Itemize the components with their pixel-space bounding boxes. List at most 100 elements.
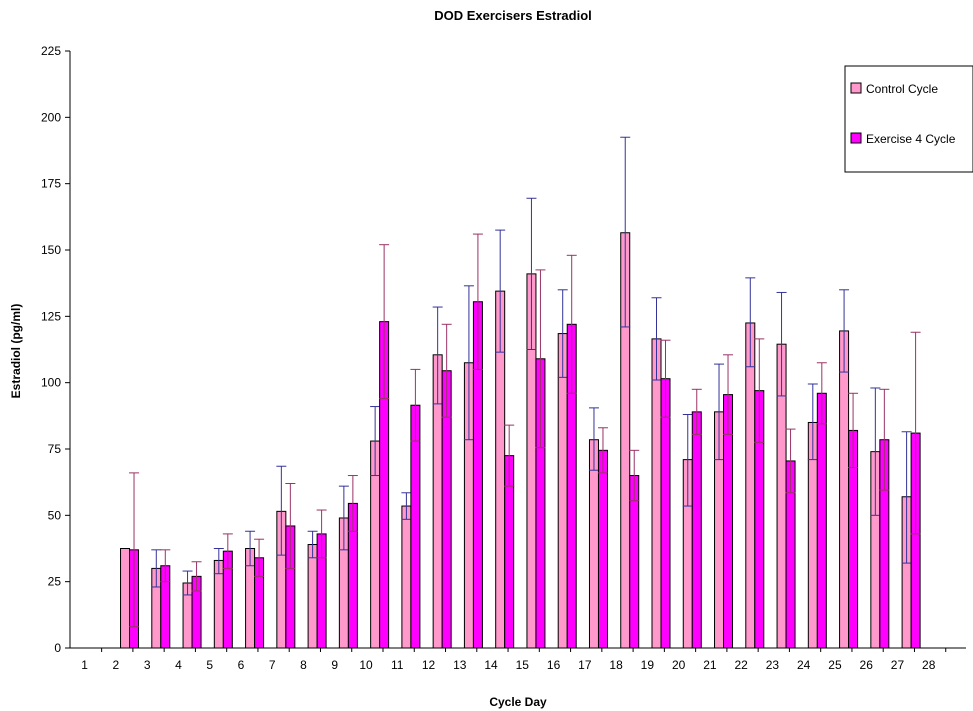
error-bar — [651, 297, 662, 381]
bar-exercise-4-cycle — [660, 378, 671, 649]
x-tick-label: 22 — [734, 658, 748, 672]
bar-control-cycle — [745, 322, 756, 649]
y-tick-label: 0 — [54, 641, 61, 655]
error-bar — [754, 338, 765, 443]
error-bar — [557, 289, 568, 378]
error-bar — [463, 285, 474, 441]
y-tick-label: 100 — [41, 376, 61, 390]
error-bar — [910, 331, 921, 535]
error-bar — [901, 431, 912, 564]
x-tick-label: 25 — [828, 658, 842, 672]
error-bar — [401, 492, 412, 520]
x-tick-label: 20 — [672, 658, 686, 672]
bar-exercise-4-cycle — [410, 404, 421, 649]
bar-control-cycle — [307, 544, 318, 649]
error-bar — [566, 254, 577, 394]
error-bar — [620, 136, 631, 328]
legend-swatch-control — [850, 82, 862, 94]
bar-exercise-4-cycle — [597, 449, 608, 649]
x-axis-label: Cycle Day — [489, 695, 547, 709]
error-bar — [191, 561, 202, 592]
y-axis-label: Estradiol (pg/ml) — [9, 304, 23, 399]
error-bar — [441, 323, 452, 418]
error-bar — [682, 414, 693, 507]
error-bar — [129, 472, 140, 628]
error-bar — [526, 197, 537, 350]
x-tick-label: 8 — [300, 658, 307, 672]
legend-label-control: Control Cycle — [866, 82, 938, 96]
error-bar — [379, 244, 390, 400]
error-bar — [776, 291, 787, 397]
error-bar — [307, 530, 318, 559]
x-tick-label: 28 — [922, 658, 936, 672]
error-bar — [276, 465, 287, 556]
y-tick-label: 200 — [41, 110, 61, 124]
x-tick-label: 19 — [641, 658, 655, 672]
y-tick-label: 125 — [41, 309, 61, 323]
x-tick-label: 14 — [484, 658, 498, 672]
legend: Control Cycle Exercise 4 Cycle — [844, 65, 973, 173]
error-bar — [691, 388, 702, 435]
error-bar — [151, 549, 162, 588]
y-tick-label: 50 — [48, 508, 62, 522]
x-tick-label: 15 — [516, 658, 530, 672]
error-bar — [723, 354, 734, 435]
x-tick-label: 10 — [359, 658, 373, 672]
x-tick-label: 23 — [766, 658, 780, 672]
legend-box — [844, 65, 973, 173]
x-tick-label: 5 — [206, 658, 213, 672]
x-tick-label: 2 — [113, 658, 120, 672]
error-bar — [597, 427, 608, 474]
error-bar — [848, 392, 859, 469]
error-bar — [535, 269, 546, 449]
error-bar — [222, 533, 233, 569]
bar-control-cycle — [557, 333, 568, 649]
x-tick-label: 7 — [269, 658, 276, 672]
bar-control-cycle — [120, 548, 131, 649]
error-bar — [660, 339, 671, 418]
x-tick-label: 13 — [453, 658, 467, 672]
error-bar — [370, 406, 381, 477]
x-tick-label: 3 — [144, 658, 151, 672]
x-tick-label: 16 — [547, 658, 561, 672]
x-tick-label: 9 — [331, 658, 338, 672]
error-bar — [745, 277, 756, 368]
bar-exercise-4-cycle — [816, 392, 827, 649]
bar-control-cycle — [588, 439, 599, 649]
error-bar — [316, 509, 327, 559]
error-bar — [785, 428, 796, 494]
x-tick-label: 24 — [797, 658, 811, 672]
error-bar — [714, 363, 725, 461]
chart-title: DOD Exercisers Estradiol — [434, 8, 592, 23]
error-bar — [338, 485, 349, 551]
bar-control-cycle — [651, 338, 662, 649]
x-tick-label: 18 — [609, 658, 623, 672]
x-tick-label: 21 — [703, 658, 717, 672]
bar-exercise-4-cycle — [629, 475, 640, 649]
error-bar — [245, 530, 256, 567]
x-tick-label: 6 — [238, 658, 245, 672]
error-bar — [254, 538, 265, 577]
x-tick-label: 1 — [81, 658, 88, 672]
error-bar — [588, 407, 599, 471]
error-bar — [160, 549, 171, 583]
error-bar — [432, 306, 443, 405]
bar-control-cycle — [839, 330, 850, 649]
error-bar — [285, 482, 296, 569]
error-bar — [213, 548, 224, 575]
error-bar — [816, 362, 827, 425]
error-bar — [410, 368, 421, 442]
x-tick-label: 27 — [891, 658, 905, 672]
error-bar — [839, 289, 850, 373]
error-bar — [182, 570, 193, 596]
bar-control-cycle — [401, 505, 412, 649]
error-bar — [504, 424, 515, 487]
error-bar — [629, 449, 640, 502]
y-tick-label: 175 — [41, 177, 61, 191]
y-tick-label: 225 — [41, 44, 61, 58]
x-tick-label: 12 — [422, 658, 436, 672]
y-tick-label: 150 — [41, 243, 61, 257]
